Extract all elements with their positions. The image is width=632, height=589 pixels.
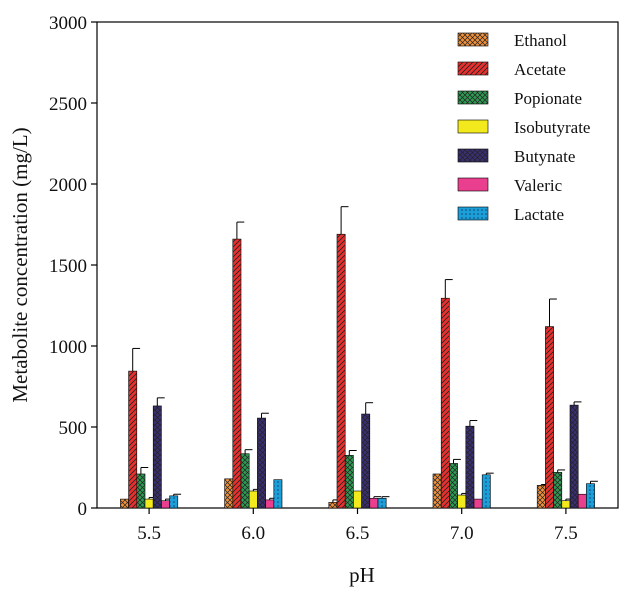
x-tick-label: 6.0 bbox=[241, 523, 265, 544]
y-axis-label: Metabolite concentration (mg/L) bbox=[8, 127, 32, 402]
chart-legend: Ethanol Acetate Popionate Isobutyrate Butyna… bbox=[457, 31, 590, 224]
legend-label-butynate: Butynate bbox=[514, 147, 575, 166]
bar-isobutyrate-6-5 bbox=[353, 490, 362, 509]
bar-lactate-6-0-pattern bbox=[273, 479, 282, 508]
bar-butynate-6-0-pattern bbox=[257, 418, 266, 508]
bar-popionate-5-5-pattern bbox=[136, 473, 145, 508]
x-tick-label: 5.5 bbox=[137, 523, 161, 544]
x-tick-label: 6.5 bbox=[346, 523, 370, 544]
legend-label-ethanol: Ethanol bbox=[514, 31, 567, 50]
legend-swatch-butynate-pattern bbox=[458, 149, 488, 162]
y-tick-label: 2000 bbox=[49, 175, 87, 196]
bar-ethanol-6-5-pattern bbox=[328, 502, 337, 508]
bar-valeric-7-5 bbox=[577, 493, 587, 509]
bar-isobutyrate-7-0 bbox=[457, 494, 467, 509]
bar-ethanol-5-5-pattern bbox=[120, 499, 129, 508]
y-tick-label: 1500 bbox=[49, 256, 87, 277]
y-tick-label: 0 bbox=[78, 499, 88, 520]
bar-butynate-6-5-pattern bbox=[361, 414, 370, 508]
bar-popionate-7-0-pattern bbox=[449, 463, 458, 508]
y-tick-label: 500 bbox=[59, 418, 88, 439]
y-tick-label: 1000 bbox=[49, 337, 87, 358]
bar-ethanol-6-0-pattern bbox=[224, 478, 233, 508]
x-tick-label: 7.0 bbox=[450, 523, 474, 544]
bar-popionate-7-5-pattern bbox=[553, 472, 562, 508]
x-axis-label: pH bbox=[349, 563, 375, 587]
bar-valeric-7-0 bbox=[473, 498, 483, 509]
bar-popionate-6-0-pattern bbox=[241, 453, 250, 508]
bar-valeric-6-0 bbox=[265, 499, 275, 509]
chart-bars bbox=[120, 206, 598, 509]
bar-popionate-6-5-pattern bbox=[345, 455, 354, 508]
legend-label-acetate: Acetate bbox=[514, 60, 566, 79]
bar-acetate-5-5-pattern bbox=[128, 371, 137, 508]
legend-swatch-valeric bbox=[457, 177, 489, 192]
legend-swatch-ethanol-pattern bbox=[458, 33, 488, 46]
bar-isobutyrate-6-0 bbox=[248, 490, 258, 509]
bar-lactate-7-5-pattern bbox=[586, 483, 595, 508]
bar-isobutyrate-5-5 bbox=[144, 498, 154, 509]
bar-lactate-7-0-pattern bbox=[482, 474, 491, 508]
y-tick-label: 2500 bbox=[49, 94, 87, 115]
bar-acetate-6-5-pattern bbox=[337, 234, 346, 508]
legend-swatch-popionate-pattern bbox=[458, 91, 488, 104]
bar-butynate-5-5-pattern bbox=[153, 405, 162, 508]
bar-valeric-6-5 bbox=[369, 497, 379, 509]
bar-acetate-6-0-pattern bbox=[232, 239, 241, 508]
bar-lactate-6-5-pattern bbox=[378, 498, 387, 508]
chart-axes: 0 500 1000 1500 2000 2500 3000 5.5 6.0 6.5 7.0 7.5 bbox=[49, 13, 619, 544]
y-tick-label: 3000 bbox=[49, 13, 87, 34]
legend-label-valeric: Valeric bbox=[514, 176, 563, 195]
bar-butynate-7-0-pattern bbox=[465, 426, 474, 508]
legend-swatch-acetate-pattern bbox=[458, 62, 488, 75]
x-tick-label: 7.5 bbox=[554, 523, 578, 544]
bar-ethanol-7-0-pattern bbox=[433, 473, 442, 508]
legend-swatch-lactate-pattern bbox=[458, 207, 488, 220]
bar-acetate-7-0-pattern bbox=[441, 298, 450, 508]
bar-lactate-5-5-pattern bbox=[169, 495, 178, 508]
bar-acetate-7-5-pattern bbox=[545, 326, 554, 508]
bar-isobutyrate-7-5 bbox=[561, 500, 571, 509]
legend-label-lactate: Lactate bbox=[514, 205, 564, 224]
bar-ethanol-7-5-pattern bbox=[537, 485, 546, 508]
legend-label-popionate: Popionate bbox=[514, 89, 582, 108]
legend-label-isobutyrate: Isobutyrate bbox=[514, 118, 590, 137]
bar-butynate-7-5-pattern bbox=[570, 405, 579, 508]
legend-swatch-isobutyrate bbox=[457, 119, 489, 134]
bar-valeric-5-5 bbox=[161, 500, 170, 509]
